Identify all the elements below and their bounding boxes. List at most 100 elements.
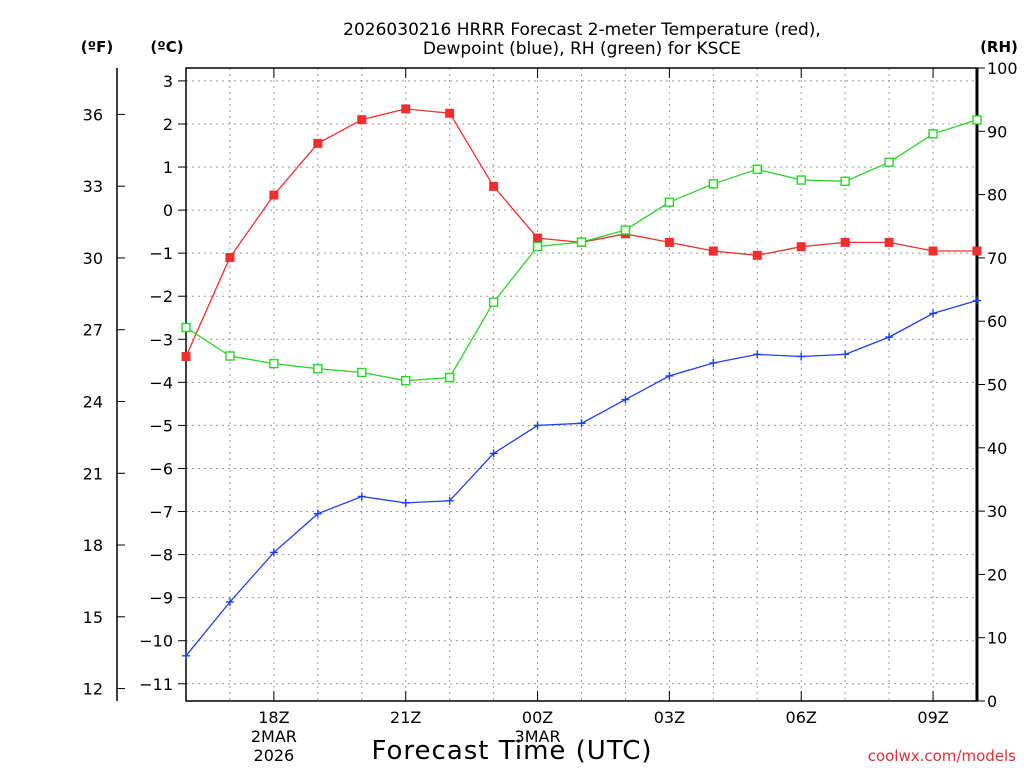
chart-title: 2026030216 HRRR Forecast 2-meter Tempera… (343, 20, 821, 59)
x-tick-label: 00Z (522, 708, 553, 727)
rh-tick-label: 30 (987, 502, 1007, 521)
dewpoint-point (533, 421, 542, 430)
celsius-tick-label: −3 (149, 330, 173, 349)
rh-tick-label: 20 (987, 565, 1007, 584)
rh-tick-label: 70 (987, 249, 1007, 268)
dewpoint-point (665, 371, 674, 380)
x-tick-sublabel: 2MAR (251, 727, 297, 746)
temperature-point (884, 237, 894, 247)
rh-tick-label: 100 (987, 59, 1018, 78)
rh-point (313, 363, 323, 374)
x-tick-sublabel: 2026 (254, 746, 295, 765)
dewpoint-point (929, 309, 938, 318)
dewpoint-point (797, 352, 806, 361)
fahrenheit-tick-label: 27 (83, 321, 103, 340)
dewpoint-point (445, 496, 454, 505)
title-line-1: 2026030216 HRRR Forecast 2-meter Tempera… (343, 20, 821, 40)
x-axis-label: Forecast Time (UTC) (371, 736, 652, 766)
rh-point (664, 197, 675, 207)
celsius-tick-label: −2 (149, 287, 173, 306)
celsius-tick-label: 2 (163, 115, 173, 134)
rh-tick-label: 80 (987, 186, 1007, 205)
rh-point (532, 241, 543, 252)
temperature-point (225, 252, 235, 262)
fahrenheit-unit-label: (ºF) (81, 38, 113, 56)
plot-frame (185, 67, 978, 702)
rh-tick-label: 90 (987, 122, 1007, 141)
dewpoint-point (182, 651, 190, 660)
x-tick-sublabel: 3MAR (515, 727, 561, 746)
temperature-point (181, 352, 191, 362)
celsius-tick-label: −6 (149, 459, 173, 478)
fahrenheit-tick-label: 12 (83, 680, 103, 699)
temperature-point (664, 237, 674, 247)
rh-point (620, 225, 631, 235)
celsius-tick-label: 1 (163, 158, 173, 177)
rh-point (269, 358, 279, 369)
title-line-2: Dewpoint (blue), RH (green) for KSCE (423, 39, 741, 59)
x-tick-label: 06Z (786, 708, 817, 727)
rh-tick-label: 0 (987, 692, 997, 711)
temperature-point (972, 246, 982, 256)
celsius-tick-label: 3 (163, 72, 173, 91)
fahrenheit-tick-label: 36 (83, 105, 103, 124)
x-tick-label: 03Z (654, 708, 685, 727)
rh-point (752, 164, 762, 174)
rh-point (884, 157, 894, 168)
rh-point (972, 115, 982, 125)
celsius-unit-label: (ºC) (150, 38, 183, 56)
rh-tick-label: 40 (987, 439, 1007, 458)
fahrenheit-tick-label: 21 (83, 464, 103, 483)
celsius-tick-label: −11 (139, 675, 173, 694)
credit-text: coolwx.com/models (868, 747, 1016, 765)
rh-tick-label: 10 (987, 629, 1007, 648)
temperature-point (840, 237, 850, 247)
axes: 3210−1−2−3−4−5−6−7−8−9−10−11363330272421… (83, 59, 1018, 765)
rh-point (488, 297, 499, 307)
dewpoint-point (621, 395, 630, 404)
dewpoint-point (401, 498, 410, 507)
dewpoint-point (269, 548, 278, 557)
celsius-tick-label: −10 (139, 632, 173, 651)
rh-point (840, 176, 850, 187)
rh-unit-label: (RH) (980, 38, 1018, 56)
dewpoint-point (489, 449, 498, 458)
fahrenheit-tick-label: 30 (83, 249, 103, 268)
dewpoint-point (973, 296, 981, 305)
temperature-point (489, 181, 499, 191)
data-series (181, 104, 982, 660)
dewpoint-point (709, 358, 718, 367)
dewpoint-point (225, 597, 234, 606)
rh-point (401, 376, 411, 386)
temperature-point (313, 138, 323, 148)
temperature-point (796, 242, 806, 252)
temperature-point (752, 250, 762, 260)
dewpoint-point (885, 333, 894, 342)
celsius-tick-label: −4 (149, 373, 173, 392)
x-tick-label: 21Z (390, 708, 421, 727)
dewpoint-point (753, 350, 762, 359)
celsius-tick-label: −5 (149, 416, 173, 435)
rh-tick-label: 60 (987, 312, 1007, 331)
rh-point (576, 237, 587, 247)
celsius-tick-label: −8 (149, 546, 173, 565)
celsius-tick-label: −7 (149, 503, 173, 522)
fahrenheit-tick-label: 33 (83, 177, 103, 196)
temperature-point (533, 233, 543, 243)
x-tick-label: 18Z (258, 708, 289, 727)
temperature-point (708, 246, 718, 256)
dewpoint-point (357, 492, 366, 501)
celsius-tick-label: 0 (163, 201, 173, 220)
rh-point (357, 367, 367, 378)
temperature-point (357, 115, 367, 125)
dewpoint-point (313, 509, 322, 518)
celsius-tick-label: −9 (149, 589, 173, 608)
fahrenheit-tick-label: 15 (83, 608, 103, 627)
rh-point (796, 175, 806, 185)
gridlines (186, 68, 977, 701)
temperature-point (928, 246, 938, 256)
rh-point (444, 372, 455, 383)
temperature-point (269, 190, 279, 200)
x-tick-label: 09Z (917, 708, 948, 727)
